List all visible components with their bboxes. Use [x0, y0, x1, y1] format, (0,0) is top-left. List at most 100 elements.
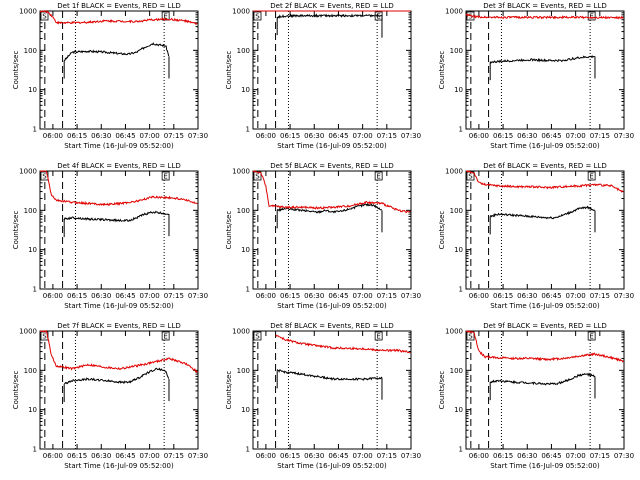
x-tick-label: 07:00: [566, 132, 586, 140]
y-tick-label: 1: [459, 126, 463, 134]
plot-frame: [465, 10, 625, 130]
y-axis-label: Counts/sec: [12, 51, 20, 90]
series-lld-line: [39, 329, 198, 374]
y-axis-label: Counts/sec: [12, 371, 20, 410]
y-tick-label: 100: [24, 367, 37, 375]
x-tick-label: 06:30: [91, 132, 111, 140]
x-tick-label: 07:15: [164, 132, 184, 140]
y-axis-label: Counts/sec: [225, 51, 233, 90]
detector-panel-5: Det 5f BLACK = Events, RED = LLD 1 10 100 10…: [225, 162, 421, 310]
y-tick-label: 1000: [19, 168, 37, 176]
marker-box: [40, 331, 49, 341]
series-lld-line: [253, 170, 411, 214]
x-tick-label: 06:30: [517, 292, 537, 300]
x-tick-label: 07:30: [401, 132, 421, 140]
plot-frame: [465, 170, 625, 290]
marker-label: E: [376, 333, 380, 341]
detector-panel-2: Det 2f BLACK = Events, RED = LLD 1 10 100 10…: [225, 2, 421, 150]
marker-box: [374, 331, 383, 341]
y-tick-label: 100: [450, 207, 463, 215]
x-axis-label: Start Time (16-Jul-09 05:52:00): [490, 142, 600, 150]
y-tick-label: 10: [454, 86, 463, 94]
x-tick-label: 06:15: [493, 292, 513, 300]
marker-label: E: [163, 13, 167, 21]
y-tick-label: 1: [33, 286, 37, 294]
x-tick-label: 07:30: [188, 132, 208, 140]
series-lld-line: [275, 334, 411, 354]
marker-label: E: [589, 13, 593, 21]
x-tick-label: 07:00: [353, 132, 373, 140]
y-axis-label: Counts/sec: [12, 211, 20, 250]
panel-title: Det 2f BLACK = Events, RED = LLD: [270, 2, 393, 10]
y-axis-label: Counts/sec: [438, 371, 446, 410]
y-tick-label: 1000: [445, 328, 463, 336]
x-tick-label: 06:00: [469, 452, 489, 460]
x-tick-label: 06:45: [328, 452, 348, 460]
x-tick-label: 06:00: [469, 292, 489, 300]
detector-panel-1: Det 1f BLACK = Events, RED = LLD 1 10 100 10…: [12, 2, 208, 150]
x-tick-label: 06:45: [328, 132, 348, 140]
x-tick-label: 06:00: [43, 292, 63, 300]
panel-title: Det 8f BLACK = Events, RED = LLD: [270, 322, 393, 330]
y-tick-label: 100: [450, 367, 463, 375]
y-axis-label: Counts/sec: [225, 371, 233, 410]
x-tick-label: 06:45: [115, 132, 135, 140]
x-tick-label: 06:15: [67, 292, 87, 300]
plot-frame: [39, 170, 199, 290]
y-tick-label: 100: [237, 207, 250, 215]
y-tick-label: 1: [246, 126, 250, 134]
y-tick-label: 1000: [19, 328, 37, 336]
x-tick-label: 07:30: [401, 452, 421, 460]
y-tick-label: 100: [450, 47, 463, 55]
x-tick-label: 06:45: [115, 452, 135, 460]
x-tick-label: 07:00: [140, 132, 160, 140]
series-events-line: [63, 210, 170, 223]
series-lld-line: [465, 330, 624, 363]
marker-label: S: [468, 173, 473, 181]
series-events-line: [64, 367, 170, 385]
y-tick-label: 10: [28, 246, 37, 254]
marker-box: [253, 331, 262, 341]
y-tick-label: 1: [246, 286, 250, 294]
plot-frame: [39, 330, 199, 450]
y-tick-label: 10: [241, 86, 250, 94]
marker-label: E: [163, 173, 167, 181]
series-events-line: [276, 13, 382, 19]
x-tick-label: 07:15: [377, 292, 397, 300]
x-tick-label: 06:00: [256, 292, 276, 300]
x-axis-label: Start Time (16-Jul-09 05:52:00): [64, 142, 174, 150]
x-tick-label: 06:45: [328, 292, 348, 300]
x-axis-label: Start Time (16-Jul-09 05:52:00): [64, 302, 174, 310]
x-tick-label: 07:00: [566, 452, 586, 460]
x-axis-label: Start Time (16-Jul-09 05:52:00): [490, 462, 600, 470]
x-tick-label: 06:30: [91, 292, 111, 300]
x-tick-label: 07:15: [377, 452, 397, 460]
detector-panel-4: Det 4f BLACK = Events, RED = LLD 1 10 100 10…: [12, 162, 208, 310]
plot-frame: [465, 330, 625, 450]
marker-box: [253, 11, 262, 21]
x-tick-label: 06:00: [469, 132, 489, 140]
x-tick-label: 06:30: [517, 452, 537, 460]
x-tick-label: 06:15: [67, 452, 87, 460]
x-tick-label: 06:45: [541, 452, 561, 460]
x-tick-label: 06:15: [280, 452, 300, 460]
panel-title: Det 4f BLACK = Events, RED = LLD: [57, 162, 180, 170]
panel-title: Det 7f BLACK = Events, RED = LLD: [57, 322, 180, 330]
y-axis-label: Counts/sec: [438, 51, 446, 90]
plot-frame: [39, 10, 199, 130]
series-events-line: [276, 369, 383, 381]
y-tick-label: 1: [459, 286, 463, 294]
marker-label: E: [376, 173, 380, 181]
y-tick-label: 1000: [232, 168, 250, 176]
marker-label: S: [42, 173, 47, 181]
x-tick-label: 07:15: [590, 132, 610, 140]
y-tick-label: 1000: [19, 8, 37, 16]
detector-panel-9: Det 9f BLACK = Events, RED = LLD 1 10 100 10…: [438, 322, 634, 470]
y-tick-label: 10: [28, 86, 37, 94]
marker-box: [374, 171, 383, 181]
panel-title: Det 1f BLACK = Events, RED = LLD: [57, 2, 180, 10]
marker-label: E: [589, 173, 593, 181]
x-axis-label: Start Time (16-Jul-09 05:52:00): [277, 462, 387, 470]
x-tick-label: 06:15: [67, 132, 87, 140]
x-tick-label: 07:15: [590, 452, 610, 460]
